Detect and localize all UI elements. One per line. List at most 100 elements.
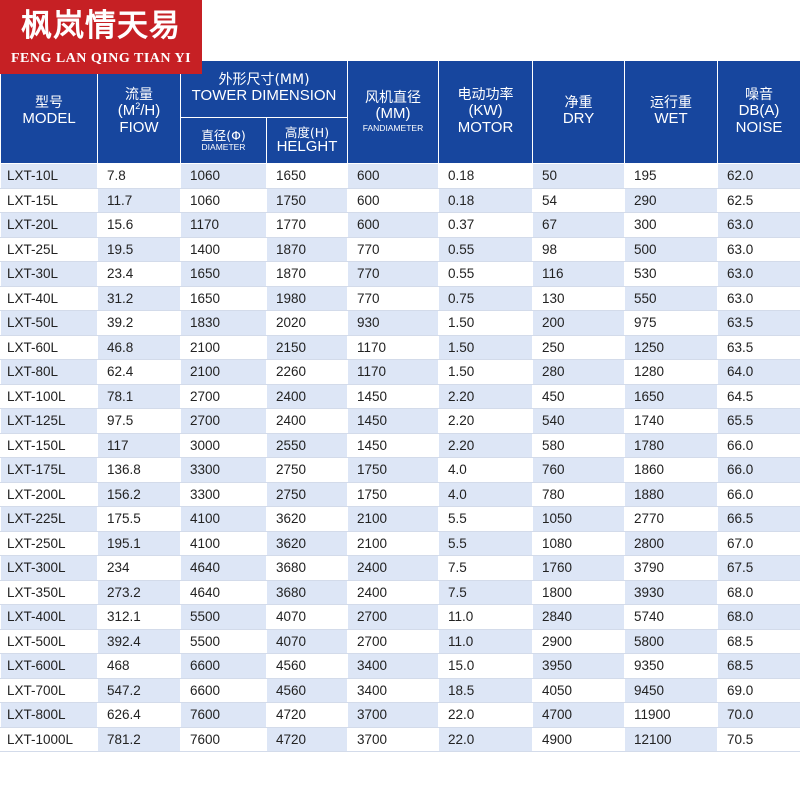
cell-dry-weight: 2900 [532, 629, 626, 654]
cell-noise: 66.0 [717, 482, 800, 507]
cell-model: LXT-60L [0, 335, 98, 360]
cell-noise: 68.0 [717, 580, 800, 605]
cell-flow: 117 [97, 433, 181, 458]
cell-fan-diameter: 2400 [347, 580, 440, 605]
table-row: LXT-250L 195.1 4100 3620 2100 5.5 1080 2800 67.0 [0, 531, 800, 556]
cell-wet-weight: 2800 [624, 531, 719, 556]
cell-fan-diameter: 1170 [347, 335, 440, 360]
cell-flow: 78.1 [97, 384, 181, 409]
cell-noise: 70.5 [717, 727, 800, 752]
table-body: LXT-10L 7.8 1060 1650 600 0.18 50 195 62.0 LXT-15… [0, 163, 800, 752]
cell-wet-weight: 550 [624, 286, 719, 311]
brand-logo: 枫岚情天易 FENG LAN QING TIAN YI [0, 0, 202, 74]
cell-height: 1770 [265, 212, 349, 238]
cell-dry-weight: 3950 [532, 653, 626, 679]
cell-flow: 234 [97, 555, 181, 581]
cell-motor: 5.5 [438, 506, 534, 532]
cell-height: 2550 [265, 433, 349, 458]
cell-diameter: 4100 [180, 531, 267, 556]
cell-wet-weight: 1650 [624, 384, 719, 409]
cell-motor: 1.50 [438, 335, 534, 360]
cell-noise: 65.5 [717, 408, 800, 434]
header-model: 型号 MODEL [0, 60, 98, 164]
table-row: LXT-175L 136.8 3300 2750 1750 4.0 760 1860 66.0 [0, 457, 800, 483]
cell-motor: 7.5 [438, 580, 534, 605]
table-row: LXT-50L 39.2 1830 2020 930 1.50 200 975 63.5 [0, 310, 800, 336]
header-flow-unit: (M2/H) [117, 101, 161, 120]
table-header: 型号 MODEL 流量 (M2/H) FIOW 外形尺寸(MM) TOWER D… [0, 60, 800, 164]
cell-motor: 15.0 [438, 653, 534, 679]
cell-model: LXT-1000L [0, 727, 98, 752]
cell-diameter: 2700 [180, 384, 267, 409]
cell-motor: 1.50 [438, 359, 534, 385]
cell-motor: 11.0 [438, 629, 534, 654]
cell-dry-weight: 67 [532, 212, 626, 238]
cell-wet-weight: 300 [624, 212, 719, 238]
cell-noise: 63.0 [717, 261, 800, 287]
cell-noise: 63.0 [717, 286, 800, 311]
cell-dry-weight: 200 [532, 310, 626, 336]
cell-model: LXT-175L [0, 457, 98, 483]
cell-motor: 4.0 [438, 482, 534, 507]
table-row: LXT-40L 31.2 1650 1980 770 0.75 130 550 63.0 [0, 286, 800, 311]
cell-wet-weight: 2770 [624, 506, 719, 532]
cell-diameter: 3300 [180, 457, 267, 483]
cell-height: 4560 [265, 678, 349, 703]
cell-fan-diameter: 600 [347, 188, 440, 213]
cell-model: LXT-250L [0, 531, 98, 556]
cell-dry-weight: 130 [532, 286, 626, 311]
table-row: LXT-500L 392.4 5500 4070 2700 11.0 2900 5800 68.… [0, 629, 800, 654]
cell-height: 4720 [265, 702, 349, 728]
cell-motor: 22.0 [438, 727, 534, 752]
cell-model: LXT-125L [0, 408, 98, 434]
cell-dry-weight: 1050 [532, 506, 626, 532]
cell-height: 3680 [265, 555, 349, 581]
cell-diameter: 3000 [180, 433, 267, 458]
cell-fan-diameter: 770 [347, 286, 440, 311]
cell-fan-diameter: 1170 [347, 359, 440, 385]
cell-diameter: 2100 [180, 335, 267, 360]
table-row: LXT-125L 97.5 2700 2400 1450 2.20 540 1740 65.5 [0, 408, 800, 434]
cell-wet-weight: 1740 [624, 408, 719, 434]
cell-height: 1870 [265, 261, 349, 287]
cell-model: LXT-400L [0, 604, 98, 630]
cell-noise: 68.5 [717, 653, 800, 679]
cell-noise: 67.5 [717, 555, 800, 581]
cell-diameter: 1830 [180, 310, 267, 336]
table-row: LXT-100L 78.1 2700 2400 1450 2.20 450 1650 64.5 [0, 384, 800, 409]
cell-motor: 5.5 [438, 531, 534, 556]
cell-noise: 70.0 [717, 702, 800, 728]
cell-fan-diameter: 1750 [347, 482, 440, 507]
cell-model: LXT-15L [0, 188, 98, 213]
cell-flow: 11.7 [97, 188, 181, 213]
cell-dry-weight: 760 [532, 457, 626, 483]
cell-flow: 62.4 [97, 359, 181, 385]
cell-wet-weight: 3930 [624, 580, 719, 605]
cell-flow: 468 [97, 653, 181, 679]
cell-dry-weight: 250 [532, 335, 626, 360]
header-tower-dimension: 外形尺寸(MM) TOWER DIMENSION [179, 60, 349, 118]
cell-dry-weight: 450 [532, 384, 626, 409]
table-row: LXT-200L 156.2 3300 2750 1750 4.0 780 1880 66.0 [0, 482, 800, 507]
cell-flow: 7.8 [97, 163, 181, 189]
cell-fan-diameter: 600 [347, 163, 440, 189]
cell-model: LXT-80L [0, 359, 98, 385]
cell-flow: 626.4 [97, 702, 181, 728]
cell-height: 1750 [265, 188, 349, 213]
header-height: 高度(H) HELGHT [265, 117, 349, 164]
brand-name-pinyin: FENG LAN QING TIAN YI [10, 51, 192, 66]
cell-fan-diameter: 1450 [347, 384, 440, 409]
table-row: LXT-80L 62.4 2100 2260 1170 1.50 280 1280 64.0 [0, 359, 800, 385]
cell-motor: 2.20 [438, 408, 534, 434]
cell-fan-diameter: 2100 [347, 506, 440, 532]
cell-height: 4720 [265, 727, 349, 752]
header-diameter: 直径(Φ) DIAMETER [180, 117, 267, 164]
cell-flow: 136.8 [97, 457, 181, 483]
cell-wet-weight: 9450 [624, 678, 719, 703]
cell-height: 1870 [265, 237, 349, 262]
table-row: LXT-225L 175.5 4100 3620 2100 5.5 1050 2770 66.5 [0, 506, 800, 532]
cell-wet-weight: 3790 [624, 555, 719, 581]
cell-height: 4560 [265, 653, 349, 679]
cell-noise: 69.0 [717, 678, 800, 703]
header-fan-diameter: 风机直径 (MM) FANDIAMETER [347, 60, 440, 164]
